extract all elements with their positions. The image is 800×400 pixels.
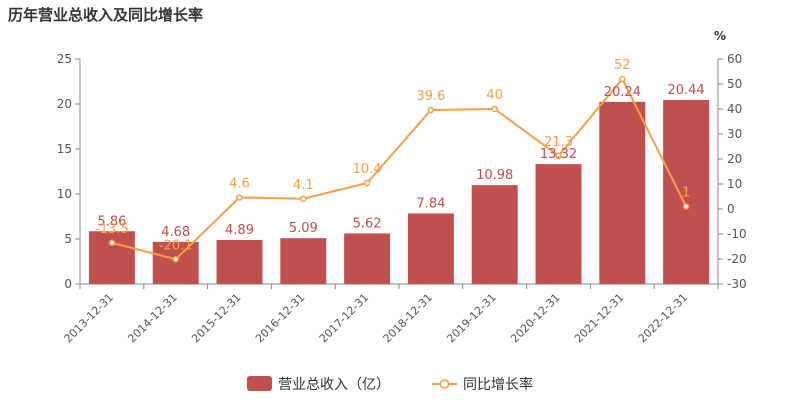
x-tick-label: 2016-12-31: [253, 291, 307, 345]
y-right-tick-label: 60: [727, 52, 742, 66]
bar-value-label: 10.98: [476, 168, 513, 183]
y-left-tick-label: 10: [57, 187, 72, 201]
growth-rate-point-2020-12-31: [555, 152, 562, 159]
x-tick-label: 2019-12-31: [444, 291, 498, 345]
x-tick-label: 2017-12-31: [317, 291, 371, 345]
bar-2016-12-31: [280, 238, 327, 284]
growth-rate-value-label: 21.3: [544, 135, 573, 150]
bar-value-label: 4.89: [225, 223, 254, 238]
growth-rate-value-label: 40: [486, 88, 503, 103]
y-right-tick-label: -20: [727, 252, 747, 266]
y-right-tick-label: 10: [727, 177, 742, 191]
growth-rate-value-label: 10.4: [353, 162, 382, 177]
growth-rate-value-label: 39.6: [416, 89, 445, 104]
growth-rate-value-label: 52: [614, 58, 631, 73]
x-tick-label: 2021-12-31: [572, 291, 626, 345]
legend-line-marker: [439, 379, 450, 389]
bar-value-label: 5.09: [289, 221, 318, 236]
y-right-tick-label: 0: [727, 202, 735, 216]
chart-title: 历年营业总收入及同比增长率: [8, 6, 204, 24]
bar-value-label: 4.68: [161, 225, 190, 240]
growth-rate-point-2015-12-31: [236, 194, 243, 201]
growth-rate-point-2017-12-31: [363, 179, 371, 187]
bar-value-label: 7.84: [416, 196, 445, 211]
y-left-tick-label: 25: [57, 52, 72, 66]
y-left-tick-label: 20: [57, 97, 72, 111]
bar-value-label: 5.86: [97, 214, 126, 229]
growth-rate-point-2018-12-31: [427, 106, 435, 114]
growth-rate-value-label: 4.1: [293, 178, 314, 193]
x-tick-label: 2020-12-31: [508, 291, 562, 345]
legend-bar-label: 营业总收入（亿）: [278, 377, 390, 393]
x-tick-label: 2022-12-31: [636, 291, 690, 345]
growth-rate-point-2014-12-31: [172, 256, 179, 263]
growth-rate-value-label: 1: [682, 186, 690, 201]
x-tick-label: 2018-12-31: [381, 291, 435, 345]
bar-value-label: 20.44: [667, 83, 704, 98]
x-tick-label: 2015-12-31: [189, 291, 243, 345]
bar-2014-12-31: [152, 241, 199, 284]
growth-rate-line: [111, 77, 687, 261]
bar-2018-12-31: [407, 213, 454, 284]
y-left-tick-label: 15: [57, 142, 72, 156]
y-right-tick-label: -30: [727, 277, 747, 291]
growth-rate-value-label: -20.1: [159, 238, 193, 253]
y-right-tick-label: 50: [727, 77, 742, 91]
bar-2020-12-31: [535, 164, 582, 284]
bar-2013-12-31: [88, 231, 135, 284]
bar-2021-12-31: [599, 101, 646, 284]
bar-value-label: 5.62: [353, 216, 382, 231]
y-right-tick-label: -10: [727, 227, 747, 241]
growth-rate-point-2022-12-31: [682, 203, 690, 210]
y-left-tick-label: 5: [64, 232, 72, 246]
x-tick-label: 2013-12-31: [62, 291, 116, 345]
bar-2017-12-31: [344, 233, 391, 284]
growth-rate-point-2016-12-31: [300, 195, 307, 202]
y-left-tick-label: 0: [64, 277, 72, 291]
growth-rate-point-2021-12-31: [619, 75, 626, 83]
y-right-tick-label: 30: [727, 127, 742, 141]
growth-rate-value-label: 4.6: [229, 177, 250, 192]
growth-rate-point-2013-12-31: [108, 239, 116, 246]
legend-line-label: 同比增长率: [463, 376, 533, 393]
growth-rate-value-label: -13.5: [95, 222, 129, 237]
y-right-tick-label: 20: [727, 152, 742, 166]
growth-rate-point-2019-12-31: [491, 105, 498, 113]
x-tick-label: 2014-12-31: [125, 291, 179, 345]
bar-2015-12-31: [216, 239, 263, 284]
bar-value-label: 13.32: [540, 147, 577, 162]
bar-value-label: 20.24: [604, 85, 641, 100]
y-right-tick-label: 40: [727, 102, 742, 116]
y-right-unit: %: [714, 29, 726, 43]
legend-bar-swatch: [247, 376, 272, 391]
bar-2019-12-31: [471, 185, 518, 284]
bar-2022-12-31: [663, 100, 710, 284]
